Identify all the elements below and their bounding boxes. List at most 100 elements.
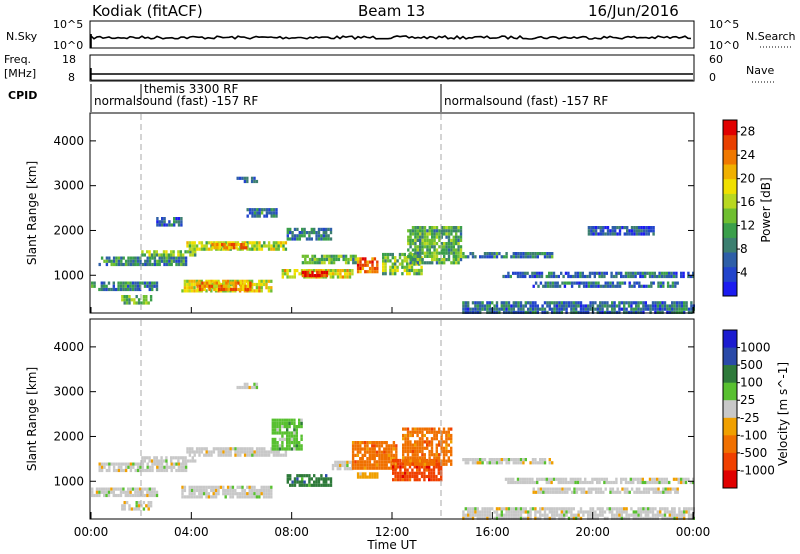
power-cell [562, 274, 565, 279]
power-cell [467, 301, 470, 305]
power-cell [134, 259, 137, 263]
power-cell [142, 298, 146, 302]
power-cell [556, 281, 559, 285]
power-cell [421, 258, 424, 262]
velocity-cell [298, 425, 301, 429]
power-cell [613, 301, 616, 305]
power-cell [613, 310, 616, 314]
power-cell [486, 307, 489, 311]
power-cell [563, 301, 566, 305]
power-cell [445, 245, 448, 249]
velocity-cell [354, 460, 357, 464]
velocity-cell [599, 513, 602, 517]
velocity-cell [363, 463, 367, 467]
velocity-cell [380, 441, 384, 445]
power-cell [407, 238, 410, 242]
power-cell [606, 310, 609, 314]
velocity-cell [123, 501, 126, 505]
power-cell [650, 284, 653, 288]
power-cell [277, 241, 280, 245]
power-cell [255, 282, 259, 287]
velocity-cell [181, 485, 184, 489]
velocity-cell [591, 480, 594, 485]
power-cell [603, 274, 606, 279]
velocity-cell [665, 477, 668, 481]
velocity-cell [467, 510, 470, 514]
power-cell [191, 244, 194, 248]
power-cell [671, 284, 675, 288]
velocity-cell [637, 516, 640, 520]
velocity-cell [127, 493, 130, 498]
power-cell [251, 241, 254, 245]
power-cell [207, 241, 211, 245]
velocity-cell [95, 490, 99, 494]
velocity-cell [236, 385, 239, 390]
power-cell [443, 248, 446, 252]
velocity-cell [195, 495, 199, 499]
velocity-cell [186, 447, 189, 451]
velocity-cell [474, 458, 477, 462]
velocity-cell [648, 477, 652, 481]
velocity-cell [238, 385, 242, 390]
power-cell [150, 253, 154, 257]
velocity-cell [136, 490, 139, 494]
power-cell [260, 282, 263, 287]
power-cell [129, 262, 133, 267]
power-cell [324, 269, 328, 273]
velocity-cell [414, 449, 417, 454]
velocity-cell [664, 490, 667, 494]
power-cell [120, 256, 123, 260]
velocity-cell [283, 418, 286, 422]
power-cell [191, 250, 194, 254]
power-cell [597, 281, 600, 285]
velocity-cell [426, 427, 429, 431]
velocity-cell [373, 453, 376, 457]
power-cell [440, 261, 443, 265]
power-cell [445, 251, 448, 255]
power-cell [301, 231, 304, 235]
power-cell [207, 279, 211, 283]
velocity-cell [430, 427, 434, 431]
velocity-cell [148, 493, 151, 498]
velocity-cell [514, 480, 517, 485]
velocity-cell [433, 453, 436, 457]
velocity-cell [200, 485, 203, 489]
velocity-cell [241, 488, 244, 493]
power-cell [531, 271, 534, 275]
power-cell [134, 284, 137, 288]
velocity-cell [418, 449, 422, 454]
power-cell [289, 237, 292, 241]
velocity-cell [295, 447, 298, 451]
power-cell [268, 211, 271, 215]
velocity-cell [464, 516, 467, 520]
velocity-cell [212, 450, 216, 454]
power-cell [616, 232, 619, 236]
power-cell [384, 259, 387, 263]
velocity-cell [495, 507, 499, 511]
power-cell [389, 268, 392, 273]
velocity-cell [98, 490, 101, 494]
power-cell [428, 245, 431, 249]
velocity-cell [599, 507, 602, 511]
velocity-cell [231, 447, 235, 451]
velocity-cell [418, 468, 421, 472]
velocity-cell [500, 510, 503, 514]
power-cell [147, 301, 150, 305]
velocity-cell [471, 458, 475, 462]
velocity-cell [611, 516, 614, 520]
velocity-cell [103, 462, 106, 466]
power-cell [167, 253, 170, 257]
velocity-cell [585, 490, 588, 494]
power-cell [258, 208, 261, 212]
velocity-cell [432, 468, 436, 472]
velocity-cell [193, 488, 196, 493]
power-cell [426, 254, 429, 258]
power-cell [553, 301, 556, 305]
velocity-cell [616, 490, 619, 494]
velocity-cell [428, 465, 431, 469]
velocity-cell [628, 490, 631, 494]
power-cell [641, 274, 644, 279]
velocity-cell [517, 507, 520, 511]
velocity-cell [536, 480, 539, 485]
velocity-cell [615, 477, 618, 481]
